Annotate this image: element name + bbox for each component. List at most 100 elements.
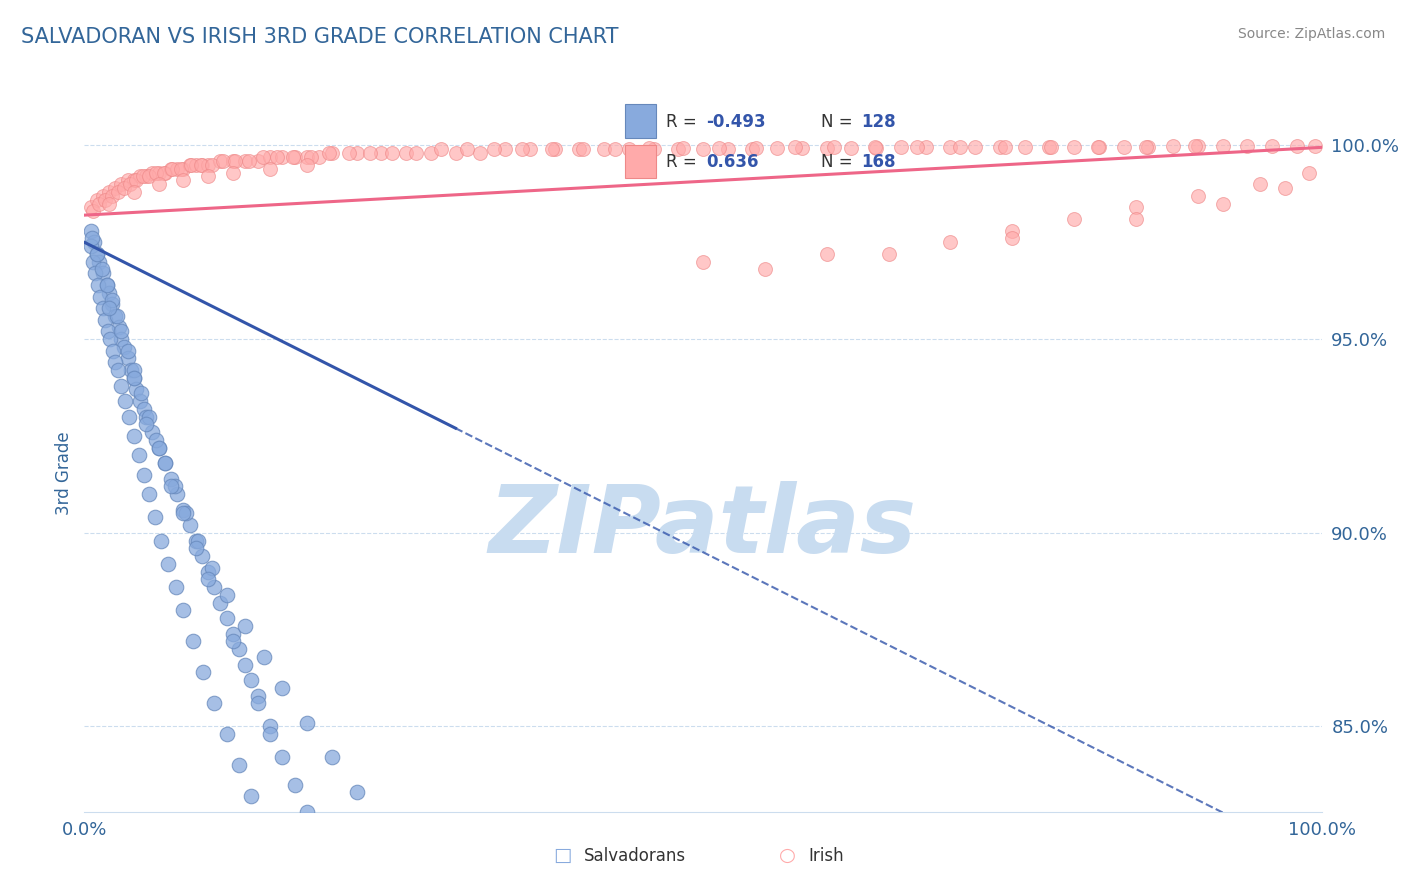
Point — [129, 394, 152, 409]
Point — [295, 715, 318, 730]
Point — [939, 140, 962, 154]
Point — [429, 142, 451, 156]
Point — [1187, 188, 1209, 202]
Point — [321, 146, 343, 161]
Point — [637, 141, 659, 155]
Point — [1261, 139, 1284, 153]
Point — [184, 541, 207, 556]
Point — [1063, 139, 1085, 153]
Point — [259, 719, 281, 733]
Point — [201, 560, 224, 574]
Point — [790, 141, 813, 155]
Point — [240, 673, 263, 687]
Point — [259, 727, 281, 741]
Point — [666, 142, 689, 156]
Point — [145, 433, 167, 447]
Point — [568, 142, 591, 156]
Point — [370, 146, 392, 161]
Point — [86, 247, 108, 261]
Point — [160, 479, 183, 493]
Point — [100, 293, 122, 308]
Point — [1001, 224, 1024, 238]
Point — [346, 146, 368, 161]
Point — [170, 161, 193, 176]
Point — [215, 611, 238, 625]
Point — [246, 696, 269, 710]
Point — [94, 193, 117, 207]
Point — [117, 173, 139, 187]
Point — [246, 153, 269, 168]
Point — [91, 266, 114, 280]
Point — [212, 153, 235, 168]
Point — [187, 533, 209, 548]
Point — [125, 383, 148, 397]
Point — [988, 140, 1011, 154]
Point — [994, 140, 1017, 154]
Point — [815, 247, 838, 261]
Point — [172, 173, 194, 187]
Point — [253, 649, 276, 664]
Point — [174, 507, 197, 521]
Point — [91, 188, 114, 202]
Point — [89, 289, 111, 303]
Text: R =: R = — [666, 112, 702, 131]
Point — [519, 142, 541, 156]
Point — [359, 146, 381, 161]
Point — [228, 642, 250, 657]
Point — [104, 309, 127, 323]
Point — [87, 277, 110, 292]
Text: N =: N = — [821, 153, 858, 171]
Point — [1212, 196, 1234, 211]
Point — [1087, 139, 1109, 153]
Point — [259, 150, 281, 164]
Point — [863, 140, 886, 154]
Point — [122, 429, 145, 443]
Point — [190, 158, 212, 172]
Point — [157, 557, 180, 571]
Point — [252, 150, 274, 164]
Point — [98, 285, 121, 300]
Point — [914, 140, 936, 154]
Point — [346, 785, 368, 799]
Point — [1249, 177, 1271, 191]
Point — [138, 487, 160, 501]
Text: 0.636: 0.636 — [706, 153, 759, 171]
Text: Source: ZipAtlas.com: Source: ZipAtlas.com — [1237, 27, 1385, 41]
Point — [91, 301, 114, 315]
Point — [179, 158, 201, 172]
Point — [96, 277, 118, 292]
Point — [444, 146, 467, 161]
Point — [153, 456, 176, 470]
Point — [233, 153, 256, 168]
Point — [308, 150, 330, 164]
Point — [512, 142, 534, 156]
Point — [129, 169, 152, 184]
Point — [197, 169, 219, 184]
Point — [107, 185, 129, 199]
Point — [949, 140, 972, 154]
Point — [283, 150, 305, 164]
Point — [172, 502, 194, 516]
Point — [184, 533, 207, 548]
Point — [405, 146, 427, 161]
Point — [295, 816, 318, 830]
Point — [295, 158, 318, 172]
Point — [890, 140, 912, 154]
Point — [160, 161, 183, 176]
Point — [271, 150, 294, 164]
Point — [128, 448, 150, 462]
Point — [222, 165, 245, 179]
Point — [145, 165, 167, 179]
Text: 168: 168 — [862, 153, 896, 171]
Point — [295, 150, 318, 164]
Point — [141, 165, 163, 179]
Point — [96, 277, 118, 292]
Point — [141, 425, 163, 439]
Point — [745, 141, 768, 155]
Point — [905, 140, 928, 154]
Point — [224, 153, 246, 168]
Text: Salvadorans: Salvadorans — [583, 847, 686, 865]
Point — [1298, 165, 1320, 179]
Point — [100, 297, 122, 311]
Point — [98, 301, 121, 315]
